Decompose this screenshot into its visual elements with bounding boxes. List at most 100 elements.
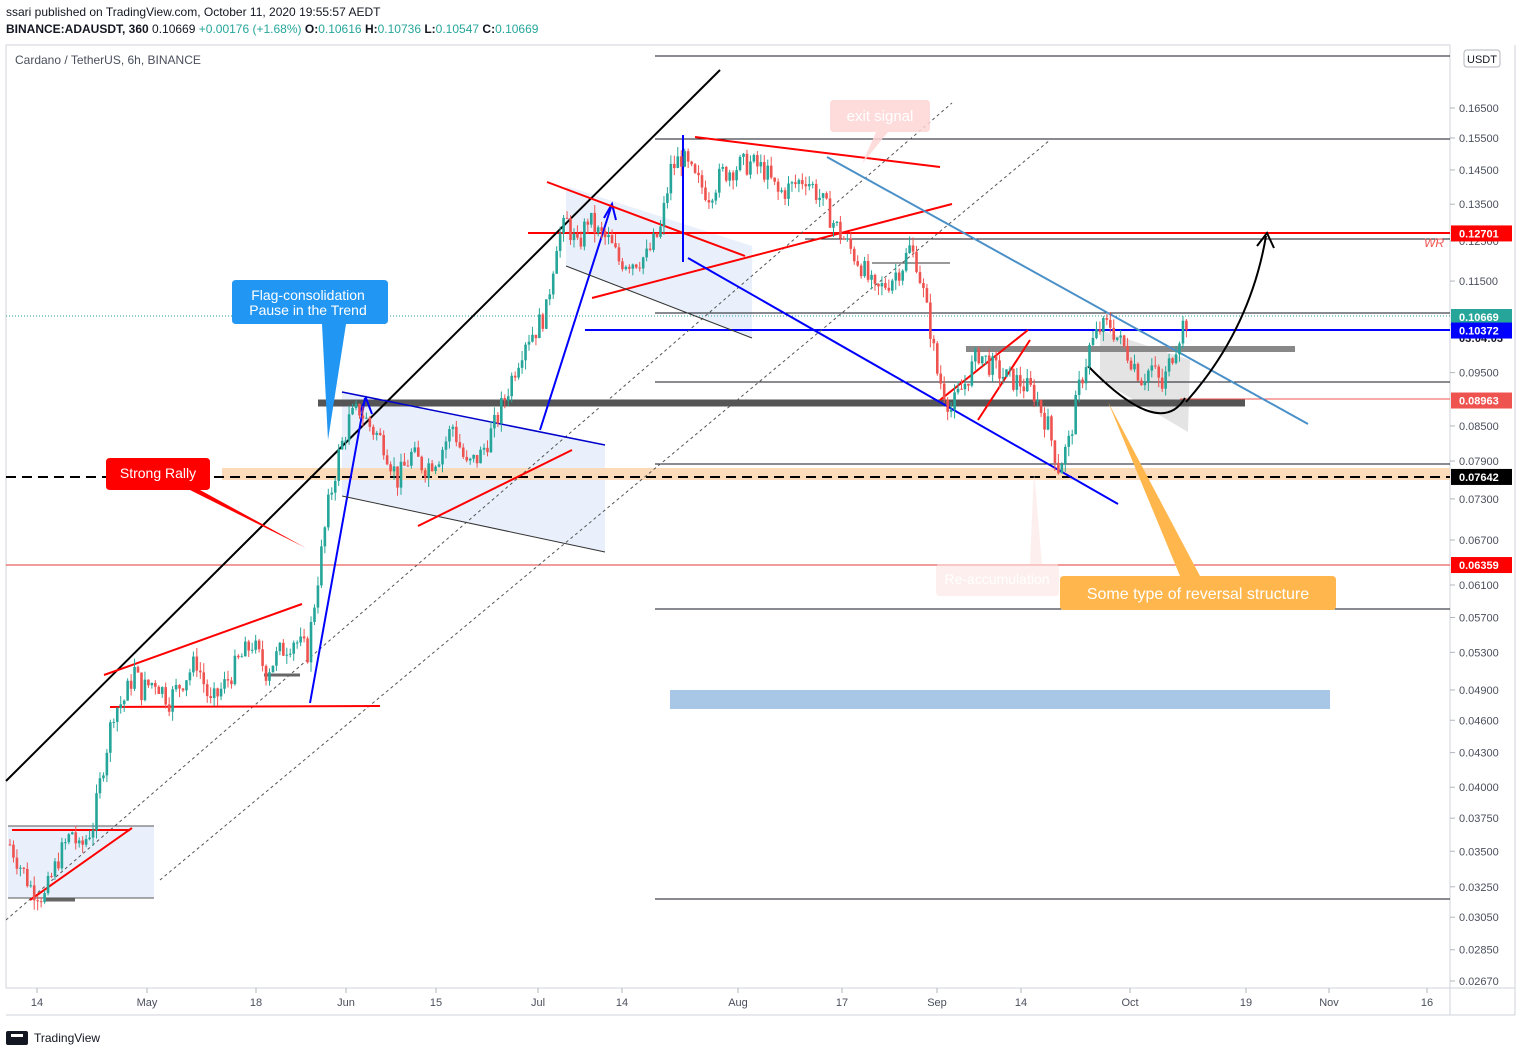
- candle-body: [721, 166, 725, 169]
- candle-body: [482, 447, 486, 450]
- price-tick-label: 0.02850: [1459, 945, 1499, 957]
- flag-callout[interactable]: [232, 280, 388, 440]
- footer-brand[interactable]: TradingView: [34, 1031, 101, 1045]
- candle-body: [679, 156, 683, 167]
- candle-body: [1153, 365, 1157, 367]
- may-red-bottom: [109, 705, 381, 708]
- candle-body: [541, 314, 545, 329]
- candle-body: [403, 461, 406, 466]
- reversal-callout[interactable]: [1060, 402, 1336, 610]
- candle-body: [423, 470, 427, 478]
- candle-body: [39, 901, 43, 903]
- candle-body: [807, 184, 811, 187]
- aug-red-resistance: [694, 136, 941, 168]
- candle-body: [904, 253, 908, 271]
- price-tick-label: 0.11500: [1459, 276, 1498, 288]
- candle-body: [596, 227, 600, 233]
- currency-badge[interactable]: [1463, 49, 1501, 68]
- candle-body: [908, 245, 911, 254]
- candle-body: [295, 642, 299, 644]
- candle-body: [700, 175, 704, 188]
- candle-body: [918, 272, 922, 284]
- candle-body: [1001, 376, 1005, 379]
- candle-body: [673, 163, 676, 169]
- candle-body: [783, 190, 787, 199]
- candle-body: [1060, 464, 1064, 474]
- candle-body: [1133, 363, 1136, 370]
- candle-body: [1081, 379, 1084, 384]
- candle-body: [589, 212, 593, 225]
- candle-body: [358, 403, 361, 416]
- candle-body: [1050, 416, 1053, 441]
- candle-body: [427, 463, 430, 478]
- rising-red-support: [591, 203, 953, 299]
- candle-body: [57, 861, 60, 869]
- price-tick-label: 0.03500: [1459, 846, 1499, 858]
- candle-body: [1077, 379, 1081, 395]
- time-axis[interactable]: 14 May 18 Jun 15 Jul 14 Aug 17 Sep 14 Oct 19 Nov 16: [31, 988, 1433, 1009]
- candle-body: [897, 272, 901, 281]
- candle-body: [271, 665, 275, 673]
- candle-body: [389, 464, 392, 472]
- candle-body: [1150, 365, 1154, 371]
- candle-body: [953, 392, 956, 410]
- candle-body: [257, 640, 261, 650]
- candle-body: [486, 447, 489, 453]
- symbol: BINANCE:ADAUSDT, 360: [6, 22, 149, 36]
- candle-body: [1098, 328, 1102, 333]
- candle-body: [288, 653, 292, 655]
- candle-body: [240, 656, 244, 658]
- time-tick-label: 18: [250, 997, 262, 1009]
- candle-body: [555, 250, 558, 274]
- candle-body: [461, 447, 465, 457]
- candle-body: [441, 449, 444, 465]
- candle-body: [1046, 416, 1050, 430]
- projection-arrowhead: [1256, 231, 1275, 249]
- exit-callout[interactable]: [830, 100, 930, 164]
- candle-body: [1036, 400, 1039, 402]
- time-tick-label: Oct: [1121, 997, 1138, 1009]
- low-value: 0.10547: [435, 22, 480, 36]
- candle-body: [818, 197, 821, 200]
- candle-body: [226, 679, 230, 681]
- candle-body: [942, 383, 946, 400]
- candle-body: [1181, 320, 1185, 344]
- close-label: C:: [482, 22, 496, 36]
- price-axis[interactable]: 0.165000.155000.145000.135000.125000.115…: [1450, 103, 1499, 988]
- price-tick-label: 0.03250: [1459, 882, 1499, 894]
- candle-body: [1147, 370, 1150, 382]
- candle-body: [506, 396, 510, 401]
- high-value: 0.10736: [377, 22, 421, 36]
- candle-body: [946, 399, 949, 412]
- rally-callout[interactable]: [106, 458, 306, 548]
- plot-area[interactable]: [5, 44, 1451, 989]
- price-tick-label: 0.02670: [1459, 976, 1499, 988]
- candle-body: [361, 415, 365, 419]
- candle-body: [641, 257, 645, 269]
- candle-body: [762, 162, 766, 180]
- candle-body: [974, 349, 977, 362]
- candle-body: [1185, 320, 1188, 330]
- tradingview-logo-icon[interactable]: [6, 1031, 28, 1045]
- candle-body: [780, 190, 783, 192]
- price-label-box: [1451, 392, 1512, 409]
- candle-body: [728, 172, 731, 181]
- candle-body: [275, 651, 278, 666]
- candle-body: [911, 245, 915, 252]
- candle-body: [313, 607, 316, 622]
- candle-body: [683, 151, 686, 167]
- candle-body: [140, 672, 143, 701]
- zone-support-band: [222, 468, 1450, 480]
- candle-body: [887, 287, 891, 291]
- candle-body: [327, 494, 330, 528]
- rally-arrow-2: [539, 203, 613, 431]
- candle-body: [430, 463, 434, 472]
- candle-body: [1074, 394, 1077, 435]
- candle-body: [1129, 360, 1133, 370]
- candle-body: [105, 752, 109, 776]
- faded-callout[interactable]: [936, 470, 1059, 596]
- price-tick-label: 0.13500: [1459, 199, 1499, 211]
- time-tick-label: Nov: [1319, 997, 1339, 1009]
- candle-body: [119, 704, 123, 708]
